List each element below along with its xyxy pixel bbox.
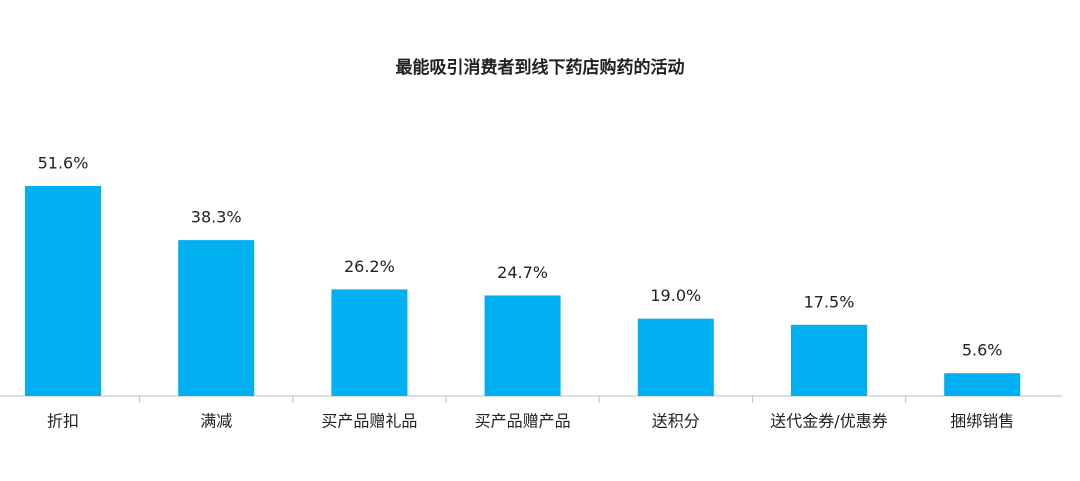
- bar: [178, 240, 255, 396]
- value-label: 17.5%: [804, 292, 855, 311]
- x-tick-label: 买产品赠产品: [475, 412, 571, 431]
- bar: [791, 324, 867, 396]
- bar: [944, 373, 1021, 396]
- x-tick-label: 折扣: [47, 412, 79, 431]
- x-tick-label: 捆绑销售: [950, 412, 1014, 431]
- x-tick-label: 送积分: [652, 412, 700, 431]
- x-tick-label: 送代金券/优惠券: [770, 412, 887, 431]
- value-label: 51.6%: [38, 154, 89, 173]
- x-tick-label: 满减: [200, 412, 232, 431]
- bar: [637, 318, 714, 396]
- value-label: 24.7%: [497, 263, 548, 282]
- bar: [331, 289, 408, 396]
- value-label: 26.2%: [344, 257, 395, 276]
- value-label: 38.3%: [191, 208, 242, 227]
- bar: [484, 295, 561, 396]
- chart-title: 最能吸引消费者到线下药店购药的活动: [396, 57, 685, 78]
- value-label: 19.0%: [650, 286, 701, 305]
- value-label: 5.6%: [962, 341, 1003, 360]
- x-tick-label: 买产品赠礼品: [321, 412, 417, 431]
- bar: [25, 186, 101, 396]
